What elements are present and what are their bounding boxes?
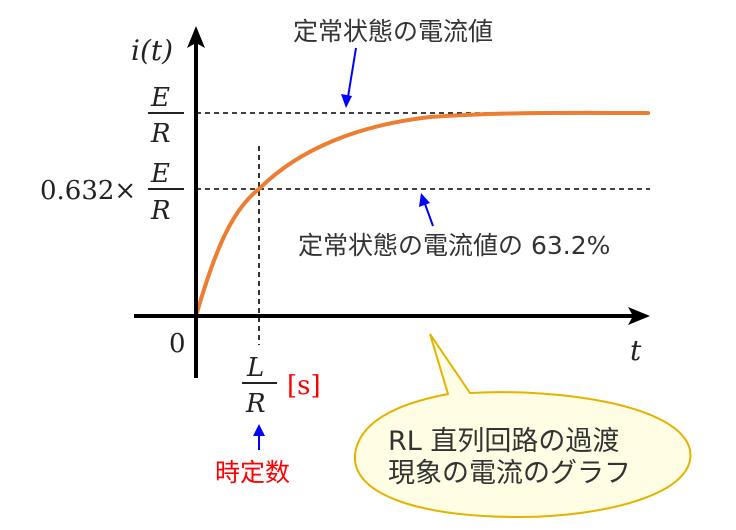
callout-bubble bbox=[353, 333, 692, 519]
steady-state-arrow bbox=[347, 47, 357, 98]
time-constant-arrow-head-icon bbox=[253, 424, 265, 436]
steady-state-632-annotation: 定常状態の電流値の 63.2% bbox=[298, 231, 610, 260]
tau-level-prefix: 0.632× bbox=[40, 176, 136, 206]
steady-state-arrow-head-icon bbox=[341, 94, 352, 108]
steady-state-632-arrow-head-icon bbox=[419, 193, 430, 207]
origin-label: 0 bbox=[169, 329, 186, 359]
time-constant-unit: [s] bbox=[287, 371, 321, 401]
steady-level-numerator: E bbox=[150, 83, 170, 113]
steady-state-annotation: 定常状態の電流値 bbox=[293, 17, 493, 46]
callout-line-1: RL 直列回路の過渡 bbox=[388, 426, 619, 457]
y-axis-label: i(t) bbox=[131, 34, 173, 67]
time-constant-annotation: 時定数 bbox=[215, 458, 290, 487]
time-constant-denominator: R bbox=[245, 389, 266, 419]
y-axis-arrow-icon bbox=[187, 26, 205, 48]
steady-level-denominator: R bbox=[150, 119, 171, 149]
x-axis-label: t bbox=[630, 334, 642, 367]
time-constant-numerator: L bbox=[246, 353, 264, 383]
tau-level-numerator: E bbox=[150, 159, 170, 189]
tau-level-denominator: R bbox=[150, 196, 171, 226]
callout-line-2: 現象の電流のグラフ bbox=[388, 458, 631, 489]
current-curve bbox=[194, 110, 650, 318]
steady-state-632-arrow bbox=[424, 203, 434, 227]
x-axis-arrow-icon bbox=[628, 307, 650, 325]
